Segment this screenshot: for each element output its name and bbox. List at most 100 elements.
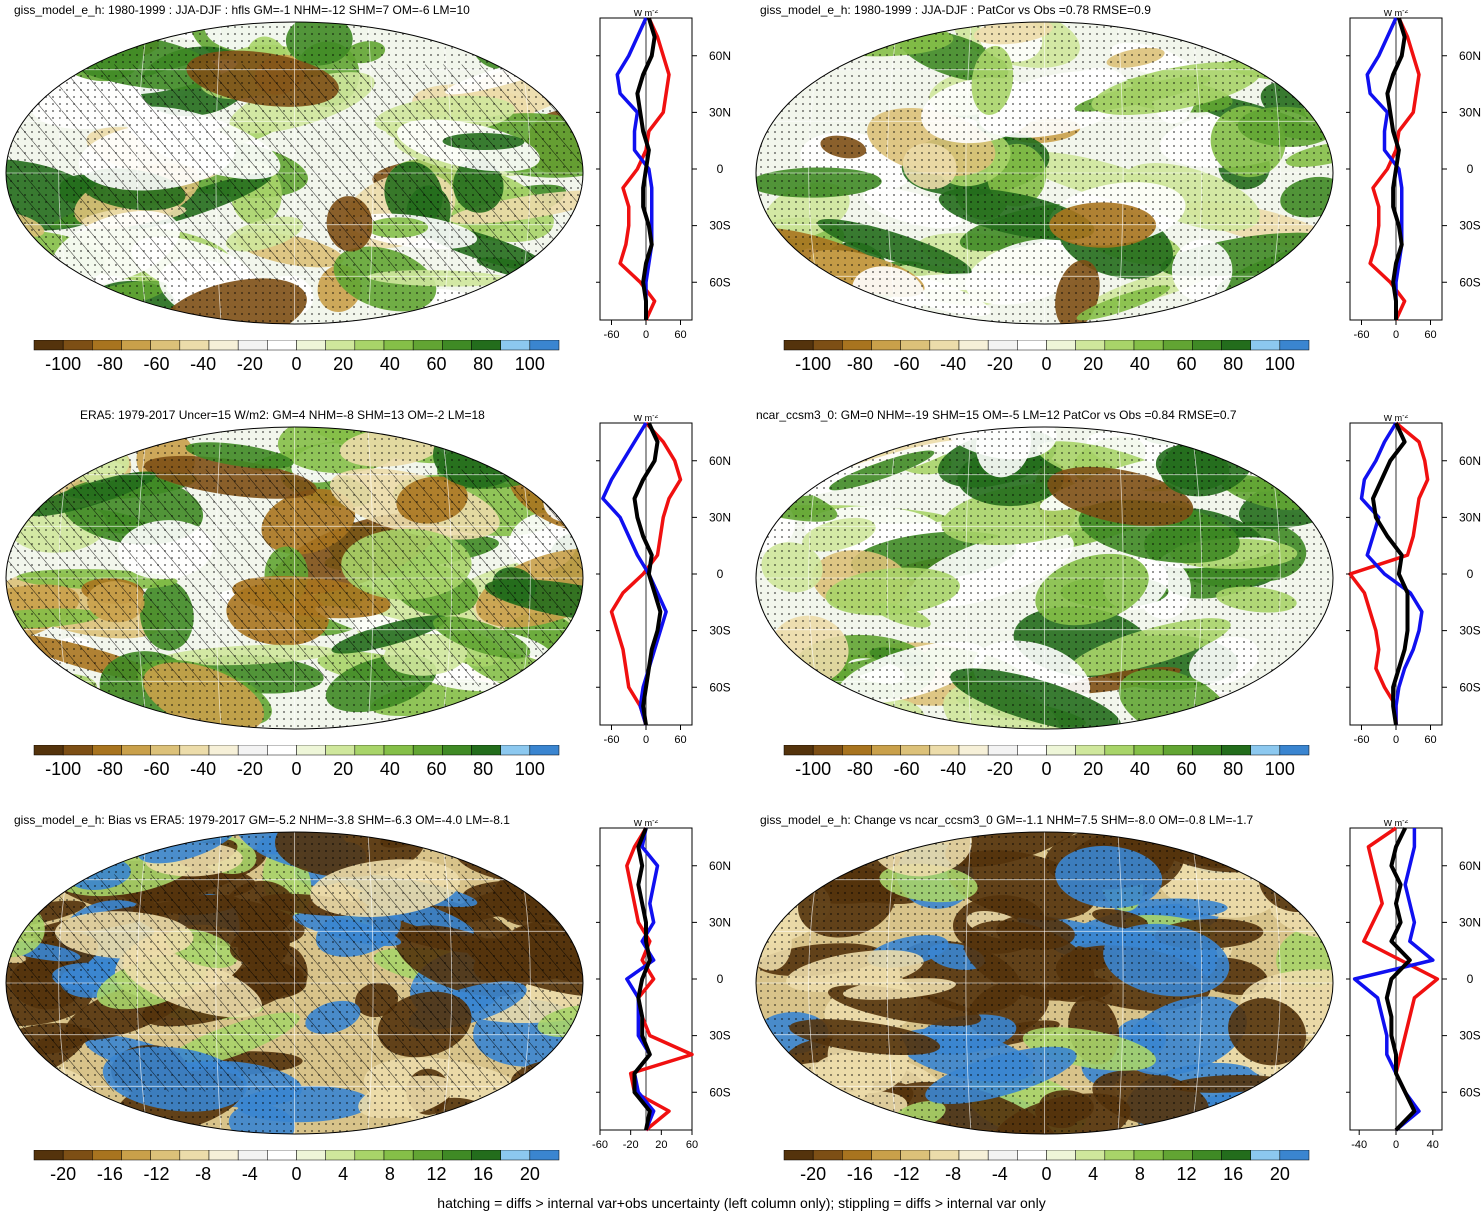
colorbar: -20 -16 -12 -8 -4 0 4 8 12 16 20 (33, 1150, 560, 1184)
zonal-x-tick-label: 40 (1427, 1139, 1439, 1150)
colorbar-label: 0 (1041, 354, 1051, 374)
colorbar-label: -12 (143, 1164, 169, 1184)
zonal-x-tick-label: 0 (1393, 329, 1399, 340)
lat-tick-label: 30N (709, 915, 731, 929)
lat-tick-label: 60N (709, 859, 731, 873)
colorbar: -100 -80 -60 -40 -20 0 20 40 60 80 100 (783, 340, 1310, 374)
zonal-mean-plot: 60N 30N 0 30S 60S -60 0 60 W m-2 (596, 10, 731, 340)
zonal-series-line (1368, 17, 1421, 321)
zonal-series-line (615, 17, 654, 320)
colorbar-swatch (92, 340, 122, 351)
colorbar-label: -100 (45, 354, 81, 374)
zonal-series-line (609, 421, 683, 726)
colorbar-swatch (987, 1150, 1018, 1161)
colorbar-swatch (1046, 340, 1076, 351)
lat-tick-label: 0 (1467, 567, 1474, 581)
colorbar-swatch (958, 1150, 989, 1161)
colorbar-swatch (267, 1150, 297, 1161)
colorbar-swatch (987, 745, 1018, 756)
lat-tick-label: 60N (1459, 49, 1481, 63)
zonal-x-tick-label: 0 (1393, 1139, 1399, 1150)
colorbar-label: -20 (987, 759, 1013, 779)
colorbar-label: 8 (1135, 1164, 1145, 1184)
map-panel (755, 21, 1334, 325)
zonal-series-line (618, 17, 671, 321)
colorbar-swatch (900, 340, 931, 351)
lat-tick-label: 30N (1459, 915, 1481, 929)
colorbar-swatch (412, 745, 443, 756)
colorbar-swatch (842, 745, 872, 756)
units-label: W m-2 (634, 10, 659, 18)
colorbar-swatch (150, 745, 181, 756)
lat-tick-label: 60N (1459, 454, 1481, 468)
colorbar-swatch (1075, 1150, 1106, 1161)
colorbar-swatch (958, 745, 989, 756)
colorbar-swatch (325, 340, 356, 351)
colorbar-label: -60 (893, 354, 919, 374)
colorbar-label: -60 (143, 759, 169, 779)
colorbar-swatch (442, 340, 472, 351)
lat-tick-label: 30S (1459, 219, 1480, 233)
colorbar: -20 -16 -12 -8 -4 0 4 8 12 16 20 (783, 1150, 1310, 1184)
colorbar-swatch (33, 340, 64, 351)
lat-tick-label: 0 (717, 972, 724, 986)
colorbar-label: -80 (97, 354, 123, 374)
colorbar-label: -20 (50, 1164, 76, 1184)
colorbar-label: 40 (380, 759, 400, 779)
zonal-x-tick-label: 60 (1424, 329, 1436, 340)
zonal-x-tick-label: 60 (674, 329, 686, 340)
colorbar-swatch (121, 340, 151, 351)
lat-tick-label: 30N (1459, 510, 1481, 524)
colorbar-swatch (812, 1150, 843, 1161)
zonal-x-tick-label: -60 (604, 329, 620, 340)
colorbar-swatch (1192, 1150, 1222, 1161)
colorbar-label: -40 (940, 759, 966, 779)
colorbar-swatch (237, 1150, 268, 1161)
colorbar-swatch (121, 1150, 151, 1161)
colorbar-label: -4 (242, 1164, 258, 1184)
colorbar-label: 60 (426, 354, 446, 374)
colorbar-swatch (987, 340, 1018, 351)
colorbar-swatch (929, 745, 960, 756)
colorbar-swatch (929, 340, 960, 351)
zonal-mean-plot: 60N 30N 0 30S 60S -60 -20 20 60 W m-2 (592, 820, 731, 1150)
colorbar-swatch (1046, 745, 1076, 756)
colorbar-swatch (208, 745, 239, 756)
panel-title: ncar_ccsm3_0: GM=0 NHM=-19 SHM=15 OM=-5 … (756, 408, 1237, 422)
panel-title: giss_model_e_h: Change vs ncar_ccsm3_0 G… (760, 813, 1254, 827)
colorbar-swatch (1279, 745, 1310, 756)
units-label: W m-2 (634, 820, 659, 828)
colorbar-swatch (500, 340, 531, 351)
colorbar-swatch (471, 745, 501, 756)
colorbar-swatch (1250, 1150, 1281, 1161)
colorbar-swatch (900, 1150, 931, 1161)
colorbar-swatch (150, 1150, 181, 1161)
colorbar-label: 100 (515, 354, 545, 374)
colorbar-swatch (237, 340, 268, 351)
colorbar-label: 0 (1041, 1164, 1051, 1184)
colorbar-swatch (62, 340, 93, 351)
colorbar-swatch (1133, 1150, 1164, 1161)
lat-tick-label: 0 (1467, 162, 1474, 176)
lat-tick-label: 30N (1459, 105, 1481, 119)
colorbar-swatch (1104, 340, 1135, 351)
colorbar-label: -80 (97, 759, 123, 779)
lat-tick-label: 60S (709, 1085, 730, 1099)
colorbar-swatch (871, 340, 901, 351)
lat-tick-label: 60S (709, 680, 730, 694)
zonal-series-line (1371, 422, 1410, 726)
zonal-series-line (632, 827, 652, 1131)
lat-tick-label: 30S (709, 1029, 730, 1043)
zonal-x-tick-label: -60 (1354, 734, 1370, 745)
colorbar-swatch (900, 745, 931, 756)
colorbar-label: -20 (237, 759, 263, 779)
zonal-x-tick-label: 0 (1393, 734, 1399, 745)
colorbar-label: 60 (426, 759, 446, 779)
colorbar-label: -8 (195, 1164, 211, 1184)
colorbar-label: 20 (1083, 759, 1103, 779)
colorbar-label: -20 (987, 354, 1013, 374)
colorbar-swatch (471, 1150, 501, 1161)
colorbar-swatch (179, 745, 210, 756)
panel-title: ERA5: 1979-2017 Uncer=15 W/m2: GM=4 NHM=… (80, 408, 485, 422)
colorbar-swatch (1017, 745, 1047, 756)
